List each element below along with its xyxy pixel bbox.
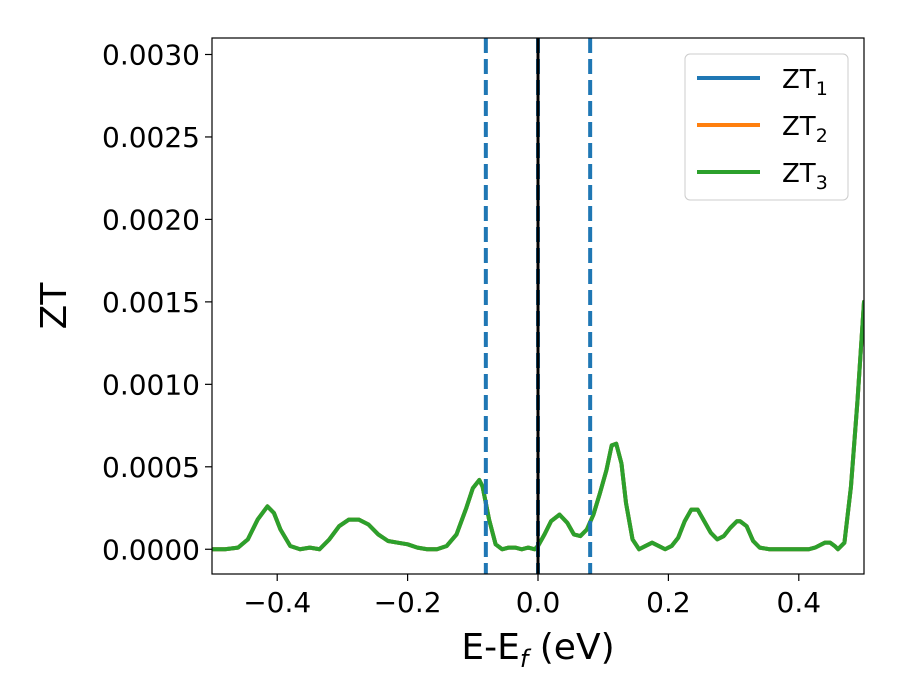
legend-label-2: ZT2 — [782, 112, 828, 147]
y-tick-label: 0.0025 — [102, 121, 200, 154]
legend-label-3: ZT3 — [782, 159, 828, 194]
vertical-reference-lines — [483, 38, 593, 574]
x-axis-title: E-Ef (eV) — [461, 627, 614, 673]
x-tick-label: 0.4 — [777, 586, 822, 619]
legend: ZT1 ZT2 ZT3 — [684, 53, 849, 201]
legend-label-1: ZT1 — [782, 65, 828, 100]
y-axis-title: ZT — [34, 282, 75, 330]
y-tick-label: 0.0030 — [102, 38, 200, 71]
y-tick-label: 0.0015 — [102, 286, 200, 319]
y-tick-label: 0.0020 — [102, 203, 200, 236]
x-tick-label: 0.0 — [516, 586, 561, 619]
x-tick-label: −0.2 — [374, 586, 442, 619]
series-line-3 — [212, 299, 864, 552]
y-tick-label: 0.0010 — [102, 368, 200, 401]
x-tick-label: 0.2 — [646, 586, 691, 619]
x-axis-ticks: −0.4 −0.2 0.0 0.2 0.4 — [243, 574, 821, 619]
series-layer — [212, 299, 864, 552]
legend-frame — [684, 53, 849, 201]
y-tick-label: 0.0005 — [102, 451, 200, 484]
y-tick-label: 0.0000 — [102, 533, 200, 566]
x-tick-label: −0.4 — [243, 586, 311, 619]
y-axis-ticks: 0.0000 0.0005 0.0010 0.0015 0.0020 0.0025 0.00… — [102, 38, 212, 566]
